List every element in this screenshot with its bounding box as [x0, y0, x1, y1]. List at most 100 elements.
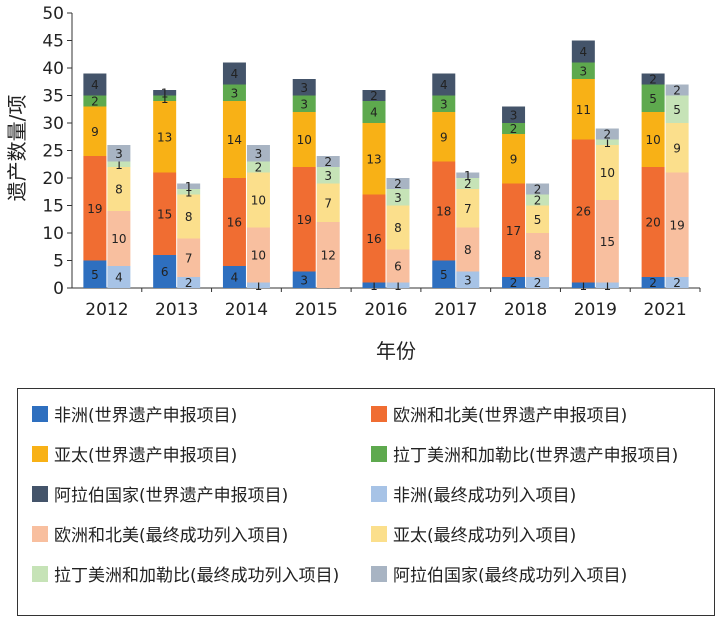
data-label: 4 [440, 78, 448, 92]
data-label: 6 [161, 265, 169, 279]
data-label: 5 [673, 103, 681, 117]
bar-segment [526, 277, 550, 288]
bar-segment [595, 128, 619, 140]
data-label: 9 [510, 152, 518, 166]
bar-segment [456, 271, 480, 288]
x-tick-label: 2017 [434, 300, 477, 320]
legend-item: 非洲(最终成功列入项目) [371, 481, 576, 506]
x-tick-label: 2016 [364, 300, 407, 320]
bar-segment [222, 101, 246, 178]
data-label: 16 [227, 216, 242, 230]
bar-segment [386, 189, 410, 206]
data-label: 2 [534, 194, 542, 208]
bar-segment [246, 172, 270, 228]
data-label: 12 [321, 249, 336, 263]
legend-item: 拉丁美洲和加勒比(最终成功列入项目) [32, 561, 339, 586]
bar-segment [153, 172, 177, 255]
legend-label: 亚太(最终成功列入项目) [393, 526, 577, 546]
data-label: 2 [324, 155, 332, 169]
bar-segment [526, 205, 550, 233]
data-label: 3 [255, 147, 263, 161]
x-tick-label: 2012 [85, 300, 128, 320]
bar-segment [222, 178, 246, 266]
data-label: 1 [161, 92, 169, 106]
data-label: 10 [645, 133, 660, 147]
data-label: 3 [440, 97, 448, 111]
bar-segment [595, 200, 619, 283]
data-label: 2 [464, 177, 472, 191]
data-label: 2 [255, 161, 263, 175]
bar-segment [362, 101, 386, 123]
data-label: 3 [510, 108, 518, 122]
legend-swatch [32, 405, 48, 422]
data-label: 10 [111, 232, 126, 246]
bar-segment [292, 79, 316, 96]
legend-item: 阿拉伯国家(世界遗产申报项目) [32, 481, 288, 506]
data-label: 1 [370, 279, 378, 293]
bar-segment [456, 172, 480, 178]
bar-segment [292, 95, 316, 112]
legend-swatch [32, 525, 48, 542]
bar-segment [107, 145, 131, 162]
bar-segment [153, 255, 177, 288]
bar-segment [246, 282, 270, 288]
legend-label: 非洲(最终成功列入项目) [393, 486, 577, 506]
data-label: 2 [510, 276, 518, 290]
legend-item: 拉丁美洲和加勒比(世界遗产申报项目) [371, 441, 678, 466]
bar-segment [222, 266, 246, 288]
y-tick-label: 10 [42, 224, 64, 244]
bar-segment [153, 95, 177, 101]
legend-label: 非洲(世界遗产申报项目) [54, 406, 238, 426]
bar-segment [502, 123, 526, 134]
legend-swatch [32, 445, 48, 462]
data-label: 5 [440, 268, 448, 282]
bar-segment [641, 112, 665, 167]
bar-segment [571, 79, 595, 140]
data-label: 15 [157, 207, 172, 221]
legend-item: 亚太(最终成功列入项目) [371, 521, 576, 546]
bar-segment [571, 282, 595, 288]
bar-segment [665, 277, 689, 288]
legend-swatch [371, 445, 387, 462]
data-label: 13 [366, 152, 381, 166]
legend-label: 欧洲和北美(最终成功列入项目) [54, 526, 289, 546]
chart-bars: 5199244108136151311278114161434110102331… [83, 40, 689, 293]
bar-segment [641, 277, 665, 288]
bar-segment [292, 271, 316, 288]
data-label: 10 [251, 249, 266, 263]
bar-segment [595, 139, 619, 145]
data-label: 3 [231, 86, 239, 100]
data-label: 16 [366, 232, 381, 246]
data-label: 10 [600, 166, 615, 180]
data-label: 19 [297, 213, 312, 227]
data-label: 6 [394, 260, 402, 274]
bar-segment [386, 249, 410, 283]
data-label: 2 [370, 89, 378, 103]
data-label: 13 [157, 130, 172, 144]
data-label: 2 [649, 276, 657, 290]
bar-segment [83, 73, 107, 96]
bar-segment [107, 161, 131, 167]
bar-segment [665, 95, 689, 123]
bar-segment [502, 183, 526, 277]
legend-label: 拉丁美洲和加勒比(最终成功列入项目) [54, 566, 340, 586]
data-label: 9 [673, 141, 681, 155]
y-tick-label: 5 [53, 252, 64, 272]
legend-item: 非洲(世界遗产申报项目) [32, 401, 237, 426]
x-tick-label: 2015 [295, 300, 338, 320]
bar-segment [595, 145, 619, 200]
data-label: 15 [600, 235, 615, 249]
legend-item: 欧洲和北美(最终成功列入项目) [32, 521, 288, 546]
bar-segment [665, 172, 689, 277]
legend-swatch [371, 525, 387, 542]
bar-segment [83, 260, 107, 288]
bar-segment [432, 161, 456, 261]
data-label: 3 [300, 273, 308, 287]
legend-label: 拉丁美洲和加勒比(世界遗产申报项目) [393, 446, 679, 466]
y-tick-label: 20 [42, 169, 64, 189]
data-label: 5 [534, 213, 542, 227]
y-tick-label: 30 [42, 114, 64, 134]
bar-segment [502, 106, 526, 123]
bar-segment [502, 277, 526, 288]
data-label: 19 [87, 202, 102, 216]
